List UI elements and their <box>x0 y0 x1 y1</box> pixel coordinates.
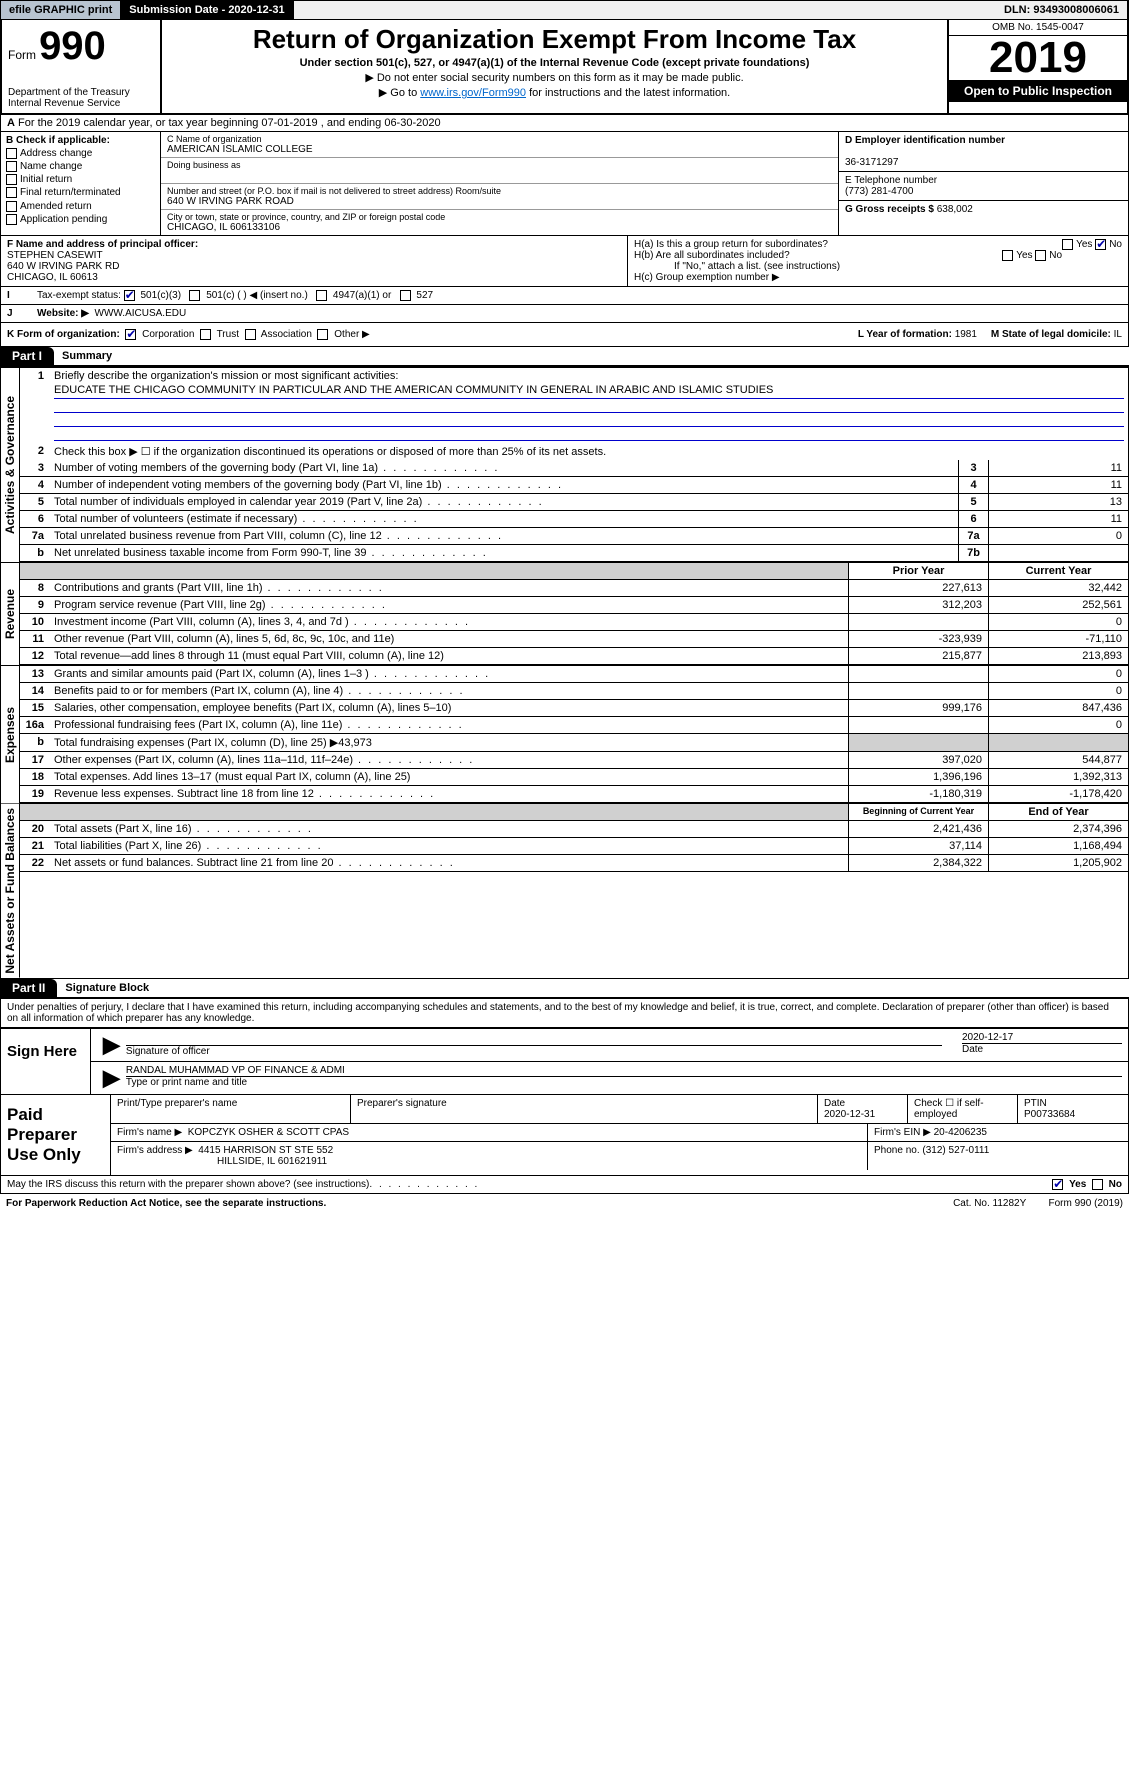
org-city: CHICAGO, IL 606133106 <box>167 222 832 233</box>
chk-ha-no[interactable] <box>1095 239 1106 250</box>
row-j: J Website: ▶ WWW.AICUSA.EDU <box>0 305 1129 323</box>
instructions-link[interactable]: www.irs.gov/Form990 <box>420 87 526 99</box>
perjury-statement: Under penalties of perjury, I declare th… <box>0 999 1129 1027</box>
year-formation: 1981 <box>955 329 977 340</box>
chk-501c3[interactable] <box>124 290 135 301</box>
netassets-table: Net Assets or Fund Balances Beginning of… <box>0 804 1129 979</box>
open-to-public: Open to Public Inspection <box>949 80 1127 102</box>
submission-date: Submission Date - 2020-12-31 <box>121 1 293 19</box>
gross-receipts: 638,002 <box>937 204 973 215</box>
fundraising-total: 43,973 <box>338 737 372 749</box>
phone: (773) 281-4700 <box>845 186 913 197</box>
row-i: I Tax-exempt status: 501(c)(3) 501(c) ( … <box>0 287 1129 305</box>
revenue-table: Revenue Prior YearCurrent Year 8Contribu… <box>0 563 1129 666</box>
firm-phone: (312) 527-0111 <box>922 1145 989 1156</box>
paid-preparer-block: Paid Preparer Use Only Print/Type prepar… <box>0 1095 1129 1176</box>
tax-year: 2019 <box>949 36 1127 80</box>
chk-discuss-no[interactable] <box>1092 1179 1103 1190</box>
side-revenue: Revenue <box>1 563 20 665</box>
dln: DLN: 93493008006061 <box>996 1 1128 19</box>
topbar: efile GRAPHIC print Submission Date - 20… <box>0 0 1129 20</box>
expenses-table: Expenses 13Grants and similar amounts pa… <box>0 666 1129 804</box>
rev-8-curr: 32,442 <box>988 580 1128 596</box>
box-fh: F Name and address of principal officer:… <box>0 236 1129 287</box>
row-k: K Form of organization: Corporation Trus… <box>0 323 1129 347</box>
form-word: Form <box>8 48 36 62</box>
chk-amended[interactable] <box>6 201 17 212</box>
chk-assoc[interactable] <box>245 329 256 340</box>
prep-date: 2020-12-31 <box>824 1109 875 1120</box>
val-5: 13 <box>988 494 1128 510</box>
box-c: C Name of organization AMERICAN ISLAMIC … <box>161 132 838 235</box>
state-domicile: IL <box>1114 329 1122 340</box>
sig-arrow-icon: ▶ <box>97 1032 126 1058</box>
part-i-header: Part I Summary <box>0 347 1129 367</box>
discuss-row: May the IRS discuss this return with the… <box>0 1176 1129 1194</box>
val-7b <box>988 545 1128 561</box>
chk-address-change[interactable] <box>6 148 17 159</box>
firm-addr: 4415 HARRISON ST STE 552 <box>198 1145 333 1156</box>
chk-trust[interactable] <box>200 329 211 340</box>
firm-ein: 20-4206235 <box>934 1127 987 1138</box>
val-3: 11 <box>988 460 1128 476</box>
chk-initial-return[interactable] <box>6 174 17 185</box>
sign-date: 2020-12-17 <box>962 1032 1122 1044</box>
summary-table: Activities & Governance 1 Briefly descri… <box>0 367 1129 563</box>
department: Department of the Treasury Internal Reve… <box>8 87 154 109</box>
line-a-tax-year: A For the 2019 calendar year, or tax yea… <box>0 115 1129 132</box>
chk-final-return[interactable] <box>6 187 17 198</box>
chk-hb-yes[interactable] <box>1002 250 1013 261</box>
val-7a: 0 <box>988 528 1128 544</box>
website: WWW.AICUSA.EDU <box>95 308 187 319</box>
efile-print-button[interactable]: efile GRAPHIC print <box>1 1 121 19</box>
chk-4947[interactable] <box>316 290 327 301</box>
chk-hb-no[interactable] <box>1035 250 1046 261</box>
val-6: 11 <box>988 511 1128 527</box>
instructions-link-row: ▶ Go to www.irs.gov/Form990 for instruct… <box>170 86 939 99</box>
ein: 36-3171297 <box>845 157 898 168</box>
chk-other[interactable] <box>317 329 328 340</box>
subtitle-code: Under section 501(c), 527, or 4947(a)(1)… <box>170 57 939 69</box>
chk-corp[interactable] <box>125 329 136 340</box>
chk-527[interactable] <box>400 290 411 301</box>
part-ii-header: Part II Signature Block <box>0 979 1129 999</box>
sig-arrow-icon-2: ▶ <box>97 1065 126 1091</box>
chk-ha-yes[interactable] <box>1062 239 1073 250</box>
mission-text: EDUCATE THE CHICAGO COMMUNITY IN PARTICU… <box>54 382 1124 399</box>
org-street: 640 W IRVING PARK ROAD <box>167 196 832 207</box>
rev-8-prior: 227,613 <box>848 580 988 596</box>
side-netassets: Net Assets or Fund Balances <box>1 804 20 978</box>
val-4: 11 <box>988 477 1128 493</box>
officer-name: STEPHEN CASEWIT <box>7 250 103 261</box>
form-number: 990 <box>39 24 106 68</box>
chk-app-pending[interactable] <box>6 214 17 225</box>
firm-name: KOPCZYK OSHER & SCOTT CPAS <box>188 1127 349 1138</box>
footer: For Paperwork Reduction Act Notice, see … <box>0 1194 1129 1213</box>
form-header: Form 990 Department of the Treasury Inte… <box>0 20 1129 115</box>
entity-block: B Check if applicable: Address change Na… <box>0 132 1129 236</box>
ptin: P00733684 <box>1024 1109 1075 1120</box>
org-name: AMERICAN ISLAMIC COLLEGE <box>167 144 832 155</box>
side-expenses: Expenses <box>1 666 20 803</box>
chk-discuss-yes[interactable] <box>1052 1179 1063 1190</box>
box-deg: D Employer identification number 36-3171… <box>838 132 1128 235</box>
box-b: B Check if applicable: Address change Na… <box>1 132 161 235</box>
chk-501c[interactable] <box>189 290 200 301</box>
chk-name-change[interactable] <box>6 161 17 172</box>
subtitle-ssn: ▶ Do not enter social security numbers o… <box>170 71 939 84</box>
form-title: Return of Organization Exempt From Incom… <box>170 24 939 55</box>
officer-print-name: RANDAL MUHAMMAD VP OF FINANCE & ADMI <box>126 1065 1122 1077</box>
side-governance: Activities & Governance <box>1 368 20 562</box>
sign-here-block: Sign Here ▶ Signature of officer 2020-12… <box>0 1027 1129 1095</box>
